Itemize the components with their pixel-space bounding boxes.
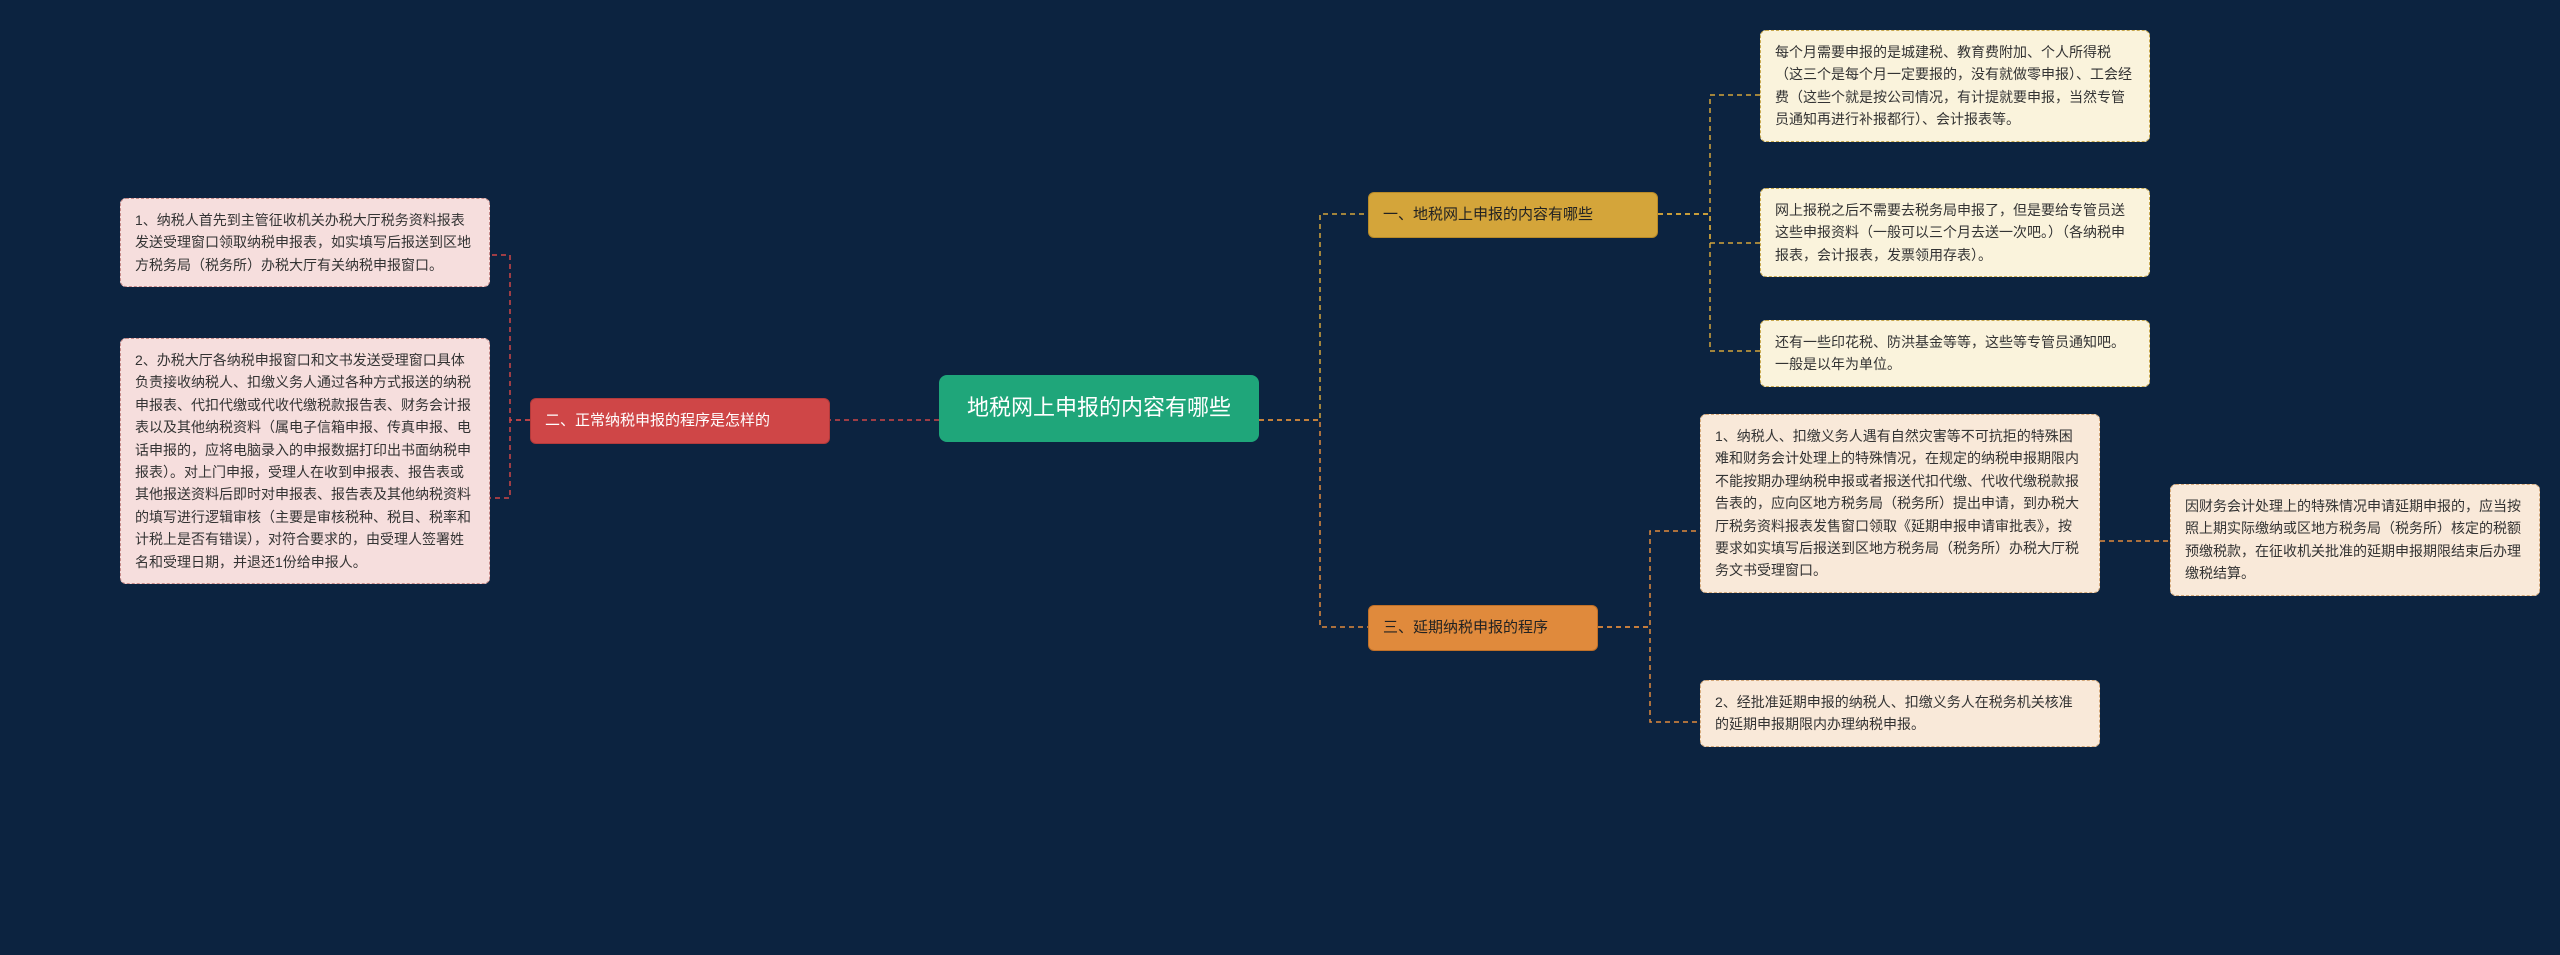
leaf-2a: 1、纳税人首先到主管征收机关办税大厅税务资料报表发送受理窗口领取纳税申报表，如实… <box>120 198 490 287</box>
leaf-1b: 网上报税之后不需要去税务局申报了，但是要给专管员送这些申报资料（一般可以三个月去… <box>1760 188 2150 277</box>
branch-3: 三、延期纳税申报的程序 <box>1368 605 1598 651</box>
leaf-3a: 1、纳税人、扣缴义务人遇有自然灾害等不可抗拒的特殊困难和财务会计处理上的特殊情况… <box>1700 414 2100 593</box>
edge-b1-l1c <box>1658 214 1760 351</box>
root-node: 地税网上申报的内容有哪些 <box>939 375 1259 442</box>
edge-b3-l3a <box>1598 531 1700 627</box>
leaf-1a: 每个月需要申报的是城建税、教育费附加、个人所得税（这三个是每个月一定要报的，没有… <box>1760 30 2150 142</box>
leaf-1c: 还有一些印花税、防洪基金等等，这些等专管员通知吧。一般是以年为单位。 <box>1760 320 2150 387</box>
edge-b1-l1b <box>1658 214 1760 243</box>
edge-root-b3 <box>1259 420 1368 627</box>
leaf-3a1: 因财务会计处理上的特殊情况申请延期申报的，应当按照上期实际缴纳或区地方税务局（税… <box>2170 484 2540 596</box>
edge-b2-l2b <box>490 420 530 498</box>
edge-b3-l3b <box>1598 627 1700 722</box>
leaf-3b: 2、经批准延期申报的纳税人、扣缴义务人在税务机关核准的延期申报期限内办理纳税申报… <box>1700 680 2100 747</box>
edge-b1-l1a <box>1658 95 1760 214</box>
branch-2: 二、正常纳税申报的程序是怎样的 <box>530 398 830 444</box>
branch-1: 一、地税网上申报的内容有哪些 <box>1368 192 1658 238</box>
edge-root-b1 <box>1259 214 1368 420</box>
edge-b2-l2a <box>490 255 530 420</box>
leaf-2b: 2、办税大厅各纳税申报窗口和文书发送受理窗口具体负责接收纳税人、扣缴义务人通过各… <box>120 338 490 584</box>
